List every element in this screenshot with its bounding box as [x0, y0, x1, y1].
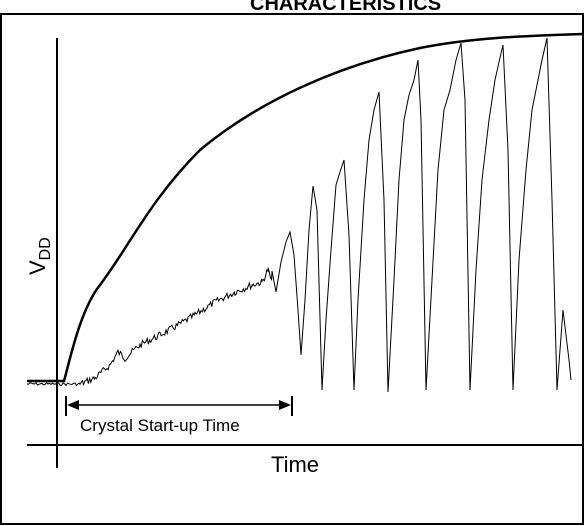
svg-text:VDD: VDD — [25, 237, 54, 275]
oscillator-noise-trace — [26, 267, 273, 387]
y-axis-label: VDD — [25, 237, 54, 275]
oscillator-waveform — [271, 37, 572, 393]
interval-arrow-head-left — [67, 400, 79, 410]
y-axis-label-main: V — [25, 260, 50, 275]
y-axis-label-subscript: DD — [37, 237, 54, 260]
x-axis-label: Time — [271, 452, 319, 477]
figure-frame — [0, 13, 584, 525]
interval-arrow-head-right — [279, 400, 291, 410]
vdd-curve — [27, 32, 584, 383]
header-text: CHARACTERISTICS — [250, 0, 441, 15]
interval-label: Crystal Start-up Time — [80, 416, 240, 435]
